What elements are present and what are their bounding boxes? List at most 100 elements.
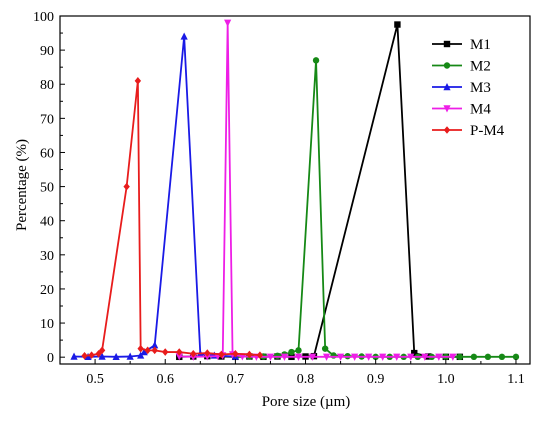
- series-line-m3: [74, 35, 236, 358]
- data-point-m2: [288, 348, 295, 356]
- data-point-m4: [322, 353, 331, 361]
- legend-marker: [443, 83, 451, 91]
- y-tick-label: 80: [40, 78, 54, 93]
- data-point-p-m4: [176, 348, 183, 356]
- data-point-m4: [203, 353, 211, 361]
- y-tick-label: 30: [40, 249, 54, 264]
- data-point-m4: [280, 353, 289, 361]
- data-point-m2: [321, 345, 329, 352]
- data-point-m4: [308, 353, 317, 361]
- legend-marker: [443, 105, 451, 113]
- data-point-p-m4: [123, 182, 130, 191]
- y-tick-label: 10: [40, 317, 54, 332]
- data-point-p-m4: [88, 351, 95, 359]
- x-tick-label: 0.6: [156, 372, 174, 387]
- data-point-m4: [175, 353, 183, 361]
- data-point-m2: [456, 353, 464, 361]
- series-line-p-m4: [84, 79, 260, 357]
- y-axis-label: Percentage (%): [14, 139, 30, 231]
- data-point-m4: [435, 353, 443, 361]
- data-point-m3: [98, 352, 106, 360]
- data-point-m4: [407, 353, 415, 361]
- data-point-m2: [295, 347, 302, 354]
- legend-marker: [443, 126, 451, 134]
- data-point-p-m4: [218, 350, 225, 359]
- series-m3: [70, 32, 239, 361]
- legend-item-m1: M1: [432, 37, 491, 53]
- legend: M1 M2 M3 M4 P-M4: [432, 37, 505, 139]
- data-point-p-m4: [81, 352, 88, 360]
- data-point-p-m4: [137, 344, 144, 353]
- data-point-p-m4: [246, 350, 253, 359]
- x-axis-label: Pore size (µm): [262, 394, 351, 410]
- data-point-p-m4: [95, 349, 102, 358]
- data-point-p-m4: [151, 346, 158, 355]
- legend-item-m2: M2: [432, 59, 491, 75]
- plot-frame: [59, 15, 531, 365]
- data-point-p-m4: [98, 346, 106, 355]
- data-point-m3: [140, 348, 148, 356]
- legend-item-p-m4: P-M4: [432, 123, 505, 139]
- data-point-m3: [151, 341, 159, 349]
- legend-marker: [443, 40, 451, 48]
- x-tick-label: 0.8: [297, 372, 315, 387]
- data-point-m2: [470, 353, 478, 361]
- legend-label: P-M4: [470, 123, 505, 139]
- axes-layer: 0.5 0.6 0.7 0.8 0.9 1.0 1.1 0 10 20 30 40 50 60 70 80 90…: [33, 10, 525, 387]
- data-point-m3: [84, 352, 92, 361]
- data-point-m4: [224, 19, 232, 27]
- data-point-p-m4: [134, 77, 142, 85]
- data-point-m4: [365, 353, 373, 361]
- legend-label: M2: [470, 59, 491, 75]
- data-point-m1: [411, 349, 418, 357]
- y-tick-label: 50: [40, 181, 54, 196]
- x-tick-label: 1.1: [507, 372, 525, 387]
- legend-item-m3: M3: [432, 80, 491, 96]
- x-tick-label: 0.9: [367, 372, 385, 387]
- x-tick-label: 1.0: [437, 372, 455, 387]
- data-point-m4: [351, 353, 359, 361]
- y-tick-label: 0: [47, 351, 54, 366]
- data-point-m3: [126, 352, 134, 360]
- x-tick-label: 0.7: [227, 372, 245, 387]
- data-point-m4: [294, 353, 303, 361]
- data-point-m3: [112, 352, 120, 361]
- data-point-m3: [70, 352, 78, 360]
- data-point-p-m4: [144, 346, 151, 355]
- x-tick-label: 0.5: [86, 372, 104, 387]
- data-point-m4: [421, 353, 429, 361]
- data-point-m2: [312, 57, 320, 64]
- y-tick-label: 60: [40, 146, 54, 161]
- y-tick-label: 70: [40, 112, 54, 127]
- legend-label: M3: [470, 80, 491, 96]
- data-point-m2: [274, 352, 281, 360]
- data-point-m2: [498, 353, 506, 361]
- series-p-m4: [81, 77, 264, 360]
- data-point-m1: [394, 21, 401, 28]
- legend-label: M4: [470, 102, 491, 118]
- data-point-m3: [180, 32, 188, 40]
- data-point-p-m4: [162, 348, 169, 356]
- data-point-m2: [512, 353, 520, 361]
- plot-area: [59, 15, 531, 365]
- data-point-m4: [393, 353, 401, 361]
- y-tick-label: 100: [33, 10, 54, 25]
- data-point-m2: [484, 353, 492, 361]
- data-point-m4: [449, 353, 457, 361]
- data-point-p-m4: [204, 349, 211, 357]
- series-layer: [70, 19, 520, 361]
- y-tick-label: 90: [40, 44, 54, 59]
- data-point-m4: [336, 353, 345, 361]
- data-point-m3: [137, 351, 145, 359]
- data-point-m4: [266, 353, 275, 361]
- legend-label: M1: [470, 37, 491, 53]
- data-point-p-m4: [256, 351, 264, 359]
- data-point-m4: [379, 353, 387, 361]
- data-point-p-m4: [232, 349, 239, 358]
- y-tick-label: 40: [40, 215, 54, 230]
- data-point-p-m4: [190, 349, 197, 358]
- y-tick-label: 20: [40, 283, 54, 298]
- legend-marker: [443, 62, 451, 69]
